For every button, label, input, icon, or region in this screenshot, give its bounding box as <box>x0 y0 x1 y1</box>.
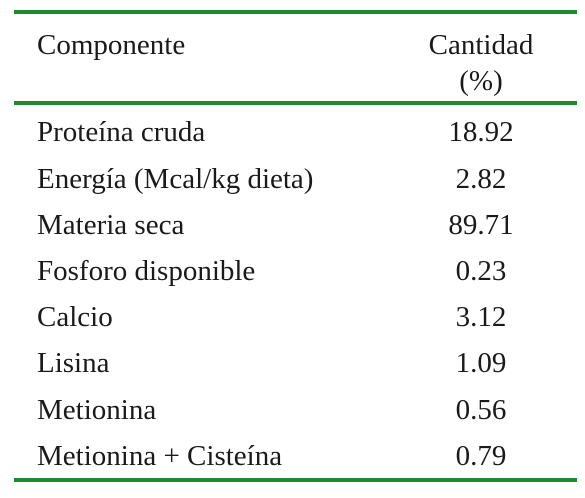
row-name: Metionina + Cisteína <box>37 440 283 472</box>
bottom-rule <box>14 478 577 482</box>
row-name: Calcio <box>37 301 113 333</box>
row-name: Metionina <box>37 394 157 426</box>
row-name: Materia seca <box>37 209 185 241</box>
header-rule <box>14 101 577 105</box>
header-component: Componente <box>37 29 186 61</box>
row-value: 89.71 <box>448 209 514 241</box>
header-amount-unit: (%) <box>459 65 503 97</box>
top-rule <box>14 10 577 14</box>
row-name: Energía (Mcal/kg dieta) <box>37 163 314 195</box>
row-value: 0.56 <box>455 394 507 426</box>
row-value: 3.12 <box>455 301 507 333</box>
row-value: 18.92 <box>448 116 514 148</box>
row-name: Lisina <box>37 347 110 379</box>
row-value: 0.23 <box>455 255 507 287</box>
row-name: Fosforo disponible <box>37 255 256 287</box>
row-value: 1.09 <box>455 347 507 379</box>
row-name: Proteína cruda <box>37 116 206 148</box>
row-value: 2.82 <box>455 163 507 195</box>
header-amount: Cantidad <box>428 29 534 61</box>
row-value: 0.79 <box>455 440 507 472</box>
